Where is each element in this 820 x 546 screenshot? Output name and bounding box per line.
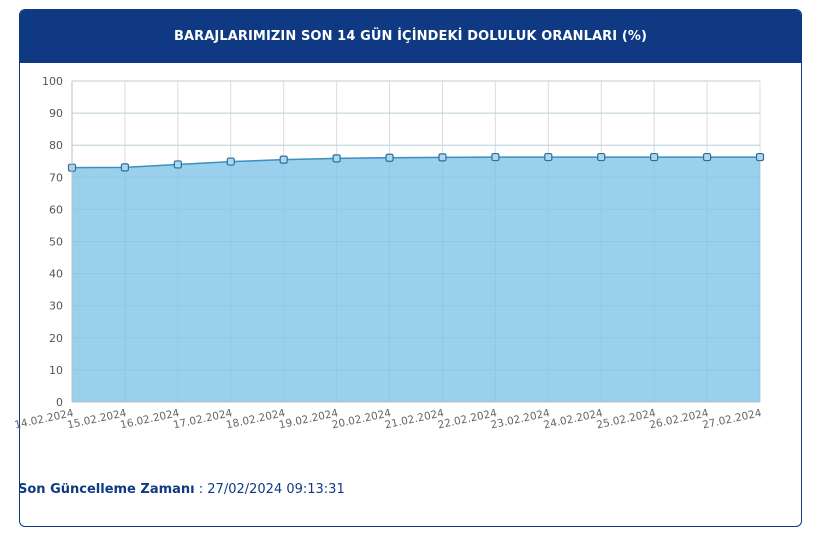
data-point <box>438 153 447 162</box>
data-point <box>544 152 553 162</box>
series-area <box>72 157 760 402</box>
x-tick-label: 27.02.2024 <box>701 407 763 431</box>
data-point <box>173 160 182 169</box>
y-tick-label: 50 <box>49 236 63 249</box>
data-point <box>385 153 394 162</box>
data-point <box>332 154 341 163</box>
series-line <box>71 156 760 169</box>
y-tick-label: 60 <box>49 203 63 216</box>
data-point <box>755 152 765 162</box>
y-tick-label: 20 <box>49 332 63 345</box>
data-point <box>120 163 130 172</box>
last-update-separator: : <box>194 482 208 497</box>
y-tick-label: 0 <box>56 396 63 409</box>
y-tick-label: 100 <box>42 75 63 88</box>
chart-header: BARAJLARIMIZIN SON 14 GÜN İÇİNDEKİ DOLUL… <box>20 10 801 63</box>
last-update-value: 27/02/2024 09:13:31 <box>207 482 345 497</box>
data-point <box>491 152 500 162</box>
last-update: Son Güncelleme Zamanı : 27/02/2024 09:13… <box>18 482 345 497</box>
fill-rate-chart: 010203040506070809010014.02.202415.02.20… <box>13 75 765 431</box>
last-update-label: Son Güncelleme Zamanı <box>18 482 195 497</box>
data-point <box>279 155 288 164</box>
y-tick-label: 70 <box>49 171 63 184</box>
y-tick-label: 80 <box>49 139 63 152</box>
y-tick-label: 10 <box>49 364 63 377</box>
data-point <box>650 152 659 162</box>
chart-area: 0 10 20 30 40 50 60 70 80 90 100 14.02.2024 15.02.20… <box>13 75 765 431</box>
y-tick-label: 90 <box>49 107 63 120</box>
data-point <box>597 152 606 162</box>
y-tick-label: 40 <box>49 268 63 281</box>
data-point <box>702 152 712 162</box>
chart-title: BARAJLARIMIZIN SON 14 GÜN İÇİNDEKİ DOLUL… <box>173 29 648 44</box>
y-tick-label: 30 <box>49 300 63 313</box>
data-point <box>226 157 235 166</box>
